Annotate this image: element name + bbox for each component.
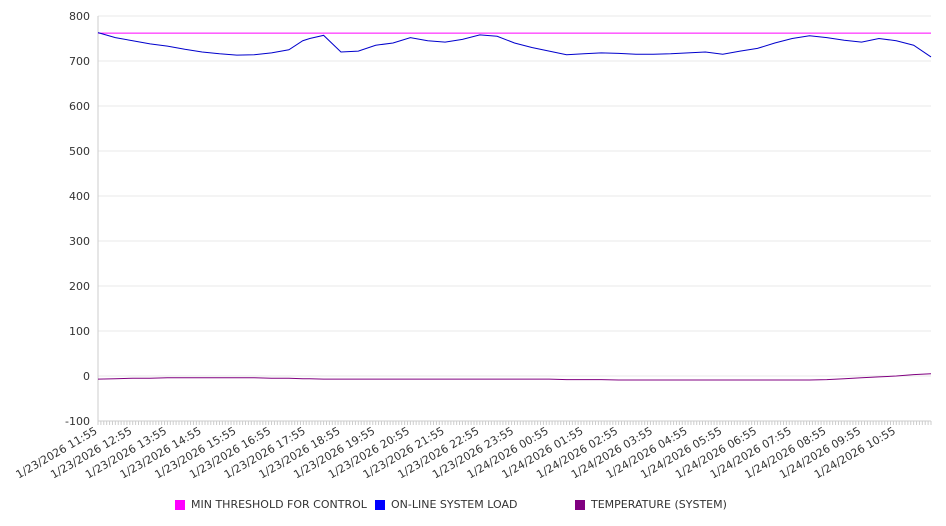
y-tick-label: 200 [69, 280, 90, 293]
y-tick-label: 300 [69, 235, 90, 248]
legend-item-load[interactable]: ON-LINE SYSTEM LOAD [375, 498, 517, 511]
legend-label: TEMPERATURE (SYSTEM) [591, 498, 727, 511]
y-tick-label: 500 [69, 145, 90, 158]
legend: MIN THRESHOLD FOR CONTROL ON-LINE SYSTEM… [0, 498, 946, 514]
legend-label: MIN THRESHOLD FOR CONTROL [191, 498, 367, 511]
legend-item-temperature[interactable]: TEMPERATURE (SYSTEM) [575, 498, 727, 511]
legend-swatch [575, 499, 585, 510]
legend-swatch [375, 499, 385, 510]
legend-item-threshold[interactable]: MIN THRESHOLD FOR CONTROL [175, 498, 367, 511]
legend-swatch [175, 499, 185, 510]
y-tick-label: 800 [69, 10, 90, 23]
series-line-2 [97, 373, 932, 381]
y-tick-label: 400 [69, 190, 90, 203]
y-tick-label: -100 [65, 415, 90, 428]
legend-label: ON-LINE SYSTEM LOAD [391, 498, 518, 511]
series-line-1 [97, 32, 932, 58]
y-tick-label: 100 [69, 325, 90, 338]
y-tick-label: 0 [83, 370, 90, 383]
y-tick-label: 700 [69, 55, 90, 68]
y-tick-label: 600 [69, 100, 90, 113]
